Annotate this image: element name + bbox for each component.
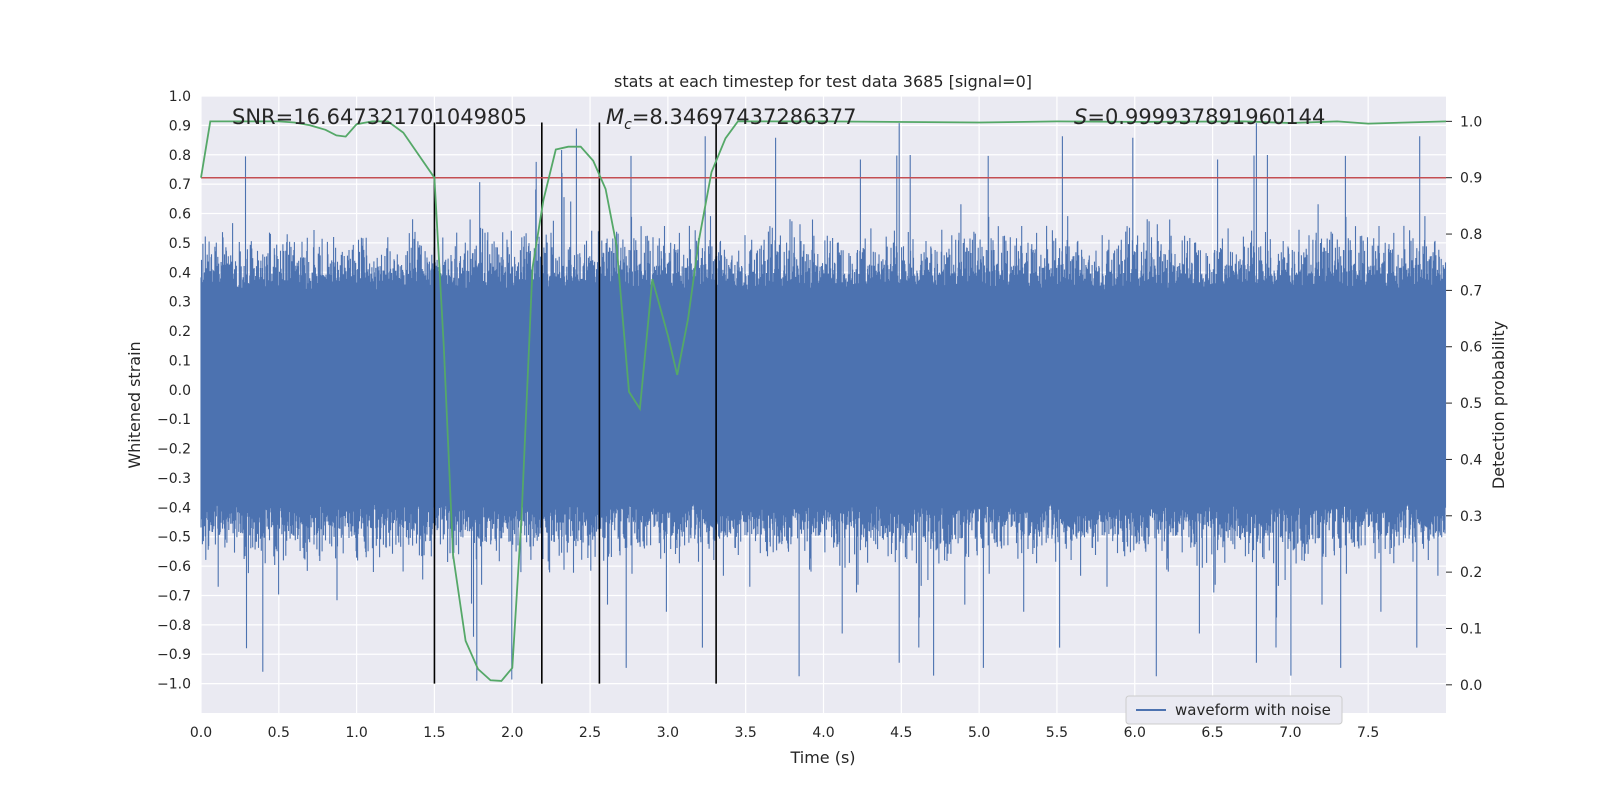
- mc-symbol: M: [606, 105, 624, 129]
- y-tick-label: 0.3: [169, 295, 191, 311]
- y2-tick-labels: 1.0 0.9 0.8 0.7 0.6 0.5 0.4 0.3 0.2 0.1 0.0: [1460, 114, 1482, 693]
- y-tick-label: 0.4: [169, 265, 191, 281]
- x-tick-labels: 0.0 0.5 1.0 1.5 2.0 2.5 3.0 3.5 4.0 4.5 5.0 5.5 6.0 6…: [190, 725, 1379, 741]
- chart-title: stats at each timestep for test data 368…: [614, 72, 1032, 91]
- waveform-series: [200, 123, 1447, 681]
- x-tick-label: 3.0: [657, 725, 679, 741]
- snr-annotation: SNR=16.647321701049805: [232, 105, 527, 129]
- probability-line: [200, 120, 1447, 682]
- x-tick-label: 6.5: [1201, 725, 1223, 741]
- s-annotation: S=0.999937891960144: [1074, 105, 1325, 129]
- y2-tick-label: 0.7: [1460, 283, 1482, 299]
- y-tick-label: −0.2: [157, 442, 191, 458]
- y-tick-label: −1.0: [157, 677, 191, 693]
- legend-box: [1125, 695, 1343, 725]
- x-tick-label: 3.5: [735, 725, 757, 741]
- y-tick-label: 0.2: [169, 324, 191, 340]
- y-tick-label: 0.5: [169, 236, 191, 252]
- y-tick-label: 0.6: [169, 207, 191, 223]
- x-tick-label: 0.5: [268, 725, 290, 741]
- x-tick-label: 4.5: [890, 725, 912, 741]
- y-tick-label: 0.7: [169, 177, 191, 193]
- y2-tick-label: 0.1: [1460, 621, 1482, 637]
- legend-label: waveform with noise: [1175, 701, 1331, 719]
- y2-tick-label: 0.2: [1460, 565, 1482, 581]
- x-tick-label: 2.0: [501, 725, 523, 741]
- y2-axis-label: Detection probability: [1489, 321, 1508, 489]
- x-tick-label: 5.5: [1046, 725, 1068, 741]
- x-tick-label: 7.0: [1279, 725, 1301, 741]
- y-tick-label: −0.9: [157, 647, 191, 663]
- y-tick-label: 0.9: [169, 118, 191, 134]
- x-tick-label: 7.5: [1357, 725, 1379, 741]
- x-axis-label: Time (s): [789, 748, 855, 767]
- x-tick-label: 2.5: [579, 725, 601, 741]
- y2-tick-label: 0.0: [1460, 678, 1482, 694]
- mc-value: =8.34697437286377: [632, 105, 857, 129]
- y2-tick-label: 0.4: [1460, 452, 1482, 468]
- x-tick-label: 1.0: [345, 725, 367, 741]
- y-tick-labels: 1.0 0.9 0.8 0.7 0.6 0.5 0.4 0.3 0.2 0.1 0.0 −0.1 −0.…: [157, 89, 191, 693]
- y2-tick-label: 0.8: [1460, 227, 1482, 243]
- y2-tick-label: 0.6: [1460, 340, 1482, 356]
- s-value: =0.999937891960144: [1087, 105, 1325, 129]
- y-tick-label: −0.3: [157, 471, 191, 487]
- y2-tick-label: 0.3: [1460, 509, 1482, 525]
- s-symbol: S: [1074, 105, 1087, 129]
- y-tick-label: 0.1: [169, 353, 191, 369]
- x-tick-label: 4.0: [812, 725, 834, 741]
- x-tick-label: 6.0: [1124, 725, 1146, 741]
- y2-tick-label: 0.9: [1460, 171, 1482, 187]
- y2-tick-label: 0.5: [1460, 396, 1482, 412]
- vertical-markers: [433, 122, 717, 684]
- y-tick-label: −0.6: [157, 559, 191, 575]
- legend: waveform with noise: [1125, 695, 1343, 725]
- x-tick-label: 0.0: [190, 725, 212, 741]
- y-tick-label: −0.7: [157, 588, 191, 604]
- y-tick-label: 1.0: [169, 89, 191, 105]
- mc-subscript: c: [624, 117, 632, 133]
- y-tick-label: 0.0: [169, 383, 191, 399]
- waveform-core-band: [201, 292, 1446, 490]
- x-tick-label: 1.5: [423, 725, 445, 741]
- mc-annotation: Mc=8.34697437286377: [606, 105, 857, 133]
- y2-tick-label: 1.0: [1460, 114, 1482, 130]
- x-tick-label: 5.0: [968, 725, 990, 741]
- y-axis-label: Whitened strain: [125, 341, 144, 468]
- y-tick-label: 0.8: [169, 148, 191, 164]
- y-tick-label: −0.8: [157, 618, 191, 634]
- y-tick-label: −0.4: [157, 500, 191, 516]
- y-tick-label: −0.1: [157, 412, 191, 428]
- y-tick-label: −0.5: [157, 530, 191, 546]
